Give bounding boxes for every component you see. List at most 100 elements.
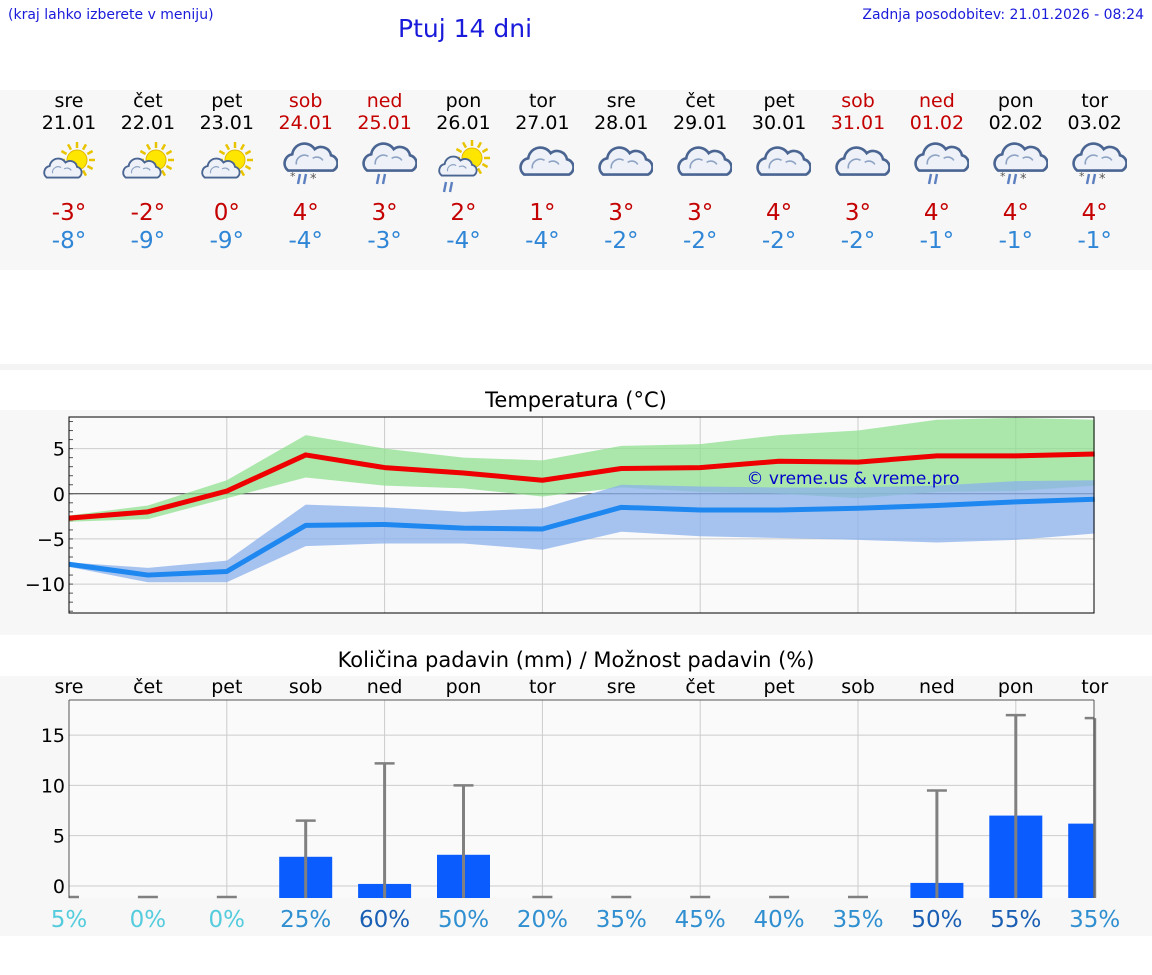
day-weekday: čet	[685, 90, 715, 112]
day-date: 23.01	[199, 112, 254, 134]
day-max-temp: 4°	[292, 200, 319, 226]
category-label: ned	[367, 676, 403, 698]
y-tick-label: −10	[25, 574, 65, 596]
sun-cloud-rain-icon	[432, 138, 496, 198]
day-max-temp: 2°	[450, 200, 477, 226]
y-tick-label: 0	[53, 876, 65, 898]
temperature-chart-title: Temperatura (°C)	[485, 388, 667, 412]
y-tick-label: 10	[41, 775, 65, 797]
day-max-temp: 3°	[371, 200, 398, 226]
day-max-temp: 4°	[1081, 200, 1108, 226]
max-temp-line	[68, 451, 1095, 521]
precip-probability: 0%	[209, 907, 246, 933]
day-min-temp: -1°	[919, 228, 955, 254]
cloud-rain-icon	[353, 138, 418, 198]
day-weekday: tor	[1081, 90, 1109, 112]
precip-probability: 35%	[1069, 907, 1120, 933]
category-label: sob	[289, 676, 323, 698]
day-min-temp: -4°	[288, 228, 323, 254]
precip-probability: 40%	[754, 907, 805, 933]
day-max-temp: 3°	[608, 200, 635, 226]
cloud-icon	[668, 138, 734, 198]
cloud-icon	[589, 138, 655, 198]
svg-text:*: *	[1079, 170, 1085, 183]
category-label: pet	[211, 676, 242, 698]
y-tick-label: −5	[37, 529, 65, 551]
min-temp-band	[69, 480, 1095, 583]
cloud-sleet-icon: * *	[984, 138, 1049, 198]
category-label: pet	[763, 676, 794, 698]
category-label: čet	[685, 676, 715, 698]
precipitation-chart-title: Količina padavin (mm) / Možnost padavin …	[337, 648, 815, 672]
category-label: čet	[133, 676, 163, 698]
category-label: pon	[998, 676, 1034, 698]
day-weekday: pon	[445, 90, 482, 112]
day-min-temp: -4°	[446, 228, 481, 254]
day-min-temp: -8°	[51, 228, 87, 254]
day-weekday: sob	[841, 90, 875, 112]
category-label: pon	[446, 676, 482, 698]
day-weekday: sre	[54, 90, 84, 112]
svg-text:*: *	[1000, 170, 1006, 183]
precip-probability: 60%	[359, 907, 410, 933]
precip-probability: 25%	[280, 907, 331, 933]
region-menu-hint[interactable]: (kraj lahko izberete v meniju)	[8, 7, 214, 23]
precip-probability: 5%	[51, 907, 88, 933]
day-date: 27.01	[515, 112, 570, 134]
watermark: © vreme.us & vreme.pro	[746, 469, 959, 489]
sun-cloud-icon	[195, 138, 259, 198]
category-label: tor	[529, 676, 556, 698]
day-weekday: sre	[606, 90, 636, 112]
precip-bar	[1068, 823, 1094, 898]
precipitation-chart: 15 10 5 0 sre čet pet sob ned pon tor sre čet pet sob n…	[41, 676, 1120, 933]
precip-probability: 55%	[990, 907, 1041, 933]
last-updated: Zadnja posodobitev: 21.01.2026 - 08:24	[862, 7, 1144, 23]
cloud-icon	[747, 138, 812, 198]
cloud-rain-icon	[905, 138, 970, 198]
day-min-temp: -3°	[367, 228, 402, 254]
day-weekday: sob	[288, 90, 323, 112]
day-max-temp: -2°	[130, 200, 166, 226]
day-max-temp: 3°	[844, 200, 872, 226]
day-min-temp: -1°	[1077, 228, 1112, 254]
svg-text:*: *	[1020, 172, 1027, 187]
category-label: sre	[55, 676, 84, 698]
svg-text:*: *	[290, 170, 296, 183]
precip-probability: 45%	[675, 907, 726, 933]
precip-probability: 35%	[832, 907, 883, 933]
temperature-chart: 5 0 −5 −10 © vreme.us & vreme.pro	[25, 416, 1095, 614]
day-weekday: tor	[528, 90, 556, 112]
y-tick-label: 0	[53, 484, 65, 506]
precip-probability: 50%	[438, 907, 489, 933]
day-date: 22.01	[120, 112, 176, 134]
cloud-icon	[510, 138, 576, 198]
day-max-temp: 3°	[687, 200, 714, 226]
plot-area	[69, 700, 1094, 898]
day-weekday: ned	[366, 90, 403, 112]
day-min-temp: -9°	[130, 228, 166, 254]
category-label: tor	[1081, 676, 1108, 698]
day-date: 24.01	[278, 112, 333, 134]
y-tick-label: 15	[41, 725, 65, 747]
y-tick-label: 5	[53, 439, 65, 461]
day-min-temp: -1°	[998, 228, 1034, 254]
day-min-temp: -2°	[840, 228, 876, 254]
day-min-temp: -9°	[209, 228, 245, 254]
day-date: 31.01	[830, 112, 886, 134]
day-weekday: pon	[997, 90, 1034, 112]
y-tick-label: 5	[53, 826, 65, 848]
day-date: 01.02	[909, 112, 965, 134]
day-weekday: ned	[918, 90, 955, 112]
sun-cloud-icon	[116, 138, 180, 198]
cloud-sleet-icon: * *	[1063, 138, 1128, 198]
day-weekday: pet	[211, 90, 243, 112]
day-max-temp: 1°	[529, 200, 556, 226]
divider	[0, 364, 1152, 370]
day-max-temp: -3°	[51, 200, 87, 226]
precip-probability: 20%	[517, 907, 568, 933]
day-date: 30.01	[751, 112, 807, 134]
forecast-band: sre 21.01 -3° -8° čet 22.01 -2° -9° pet 23.01 0…	[0, 90, 1152, 270]
day-min-temp: -2°	[604, 228, 639, 254]
day-max-temp: 4°	[1002, 200, 1029, 226]
precip-probability: 0%	[130, 907, 167, 933]
